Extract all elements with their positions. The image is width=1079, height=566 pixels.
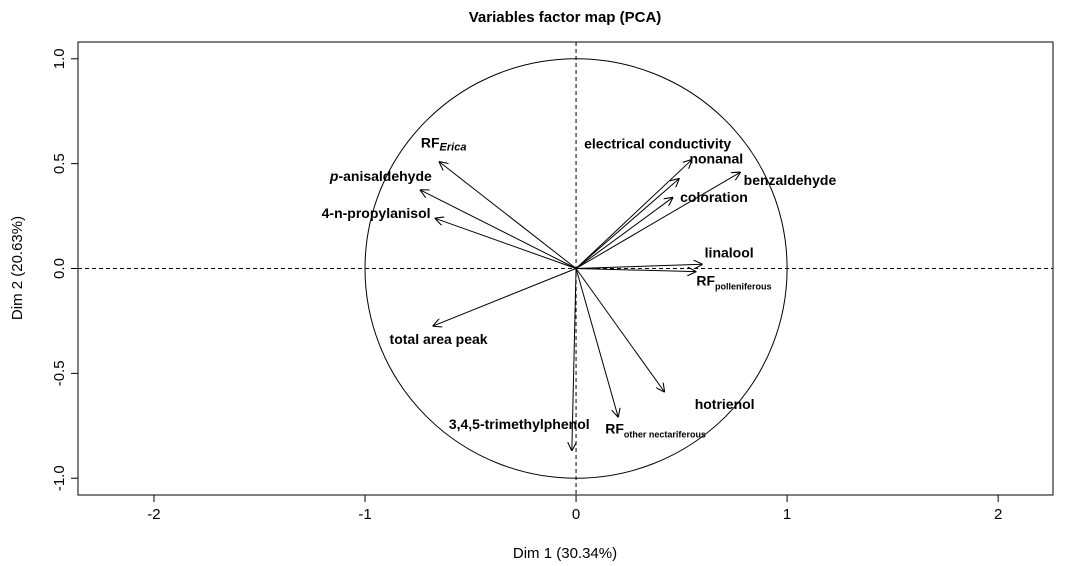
variable-label-text: benzaldehyde [744, 172, 837, 188]
variable-label-italic: p [329, 168, 339, 184]
x-tick-label: -2 [147, 506, 160, 523]
variable-label: RFErica [421, 135, 467, 154]
loading-arrow [435, 218, 577, 269]
y-axis-label: Dim 2 (20.63%) [9, 216, 26, 320]
variable-label-text: RF [605, 420, 624, 436]
variable-label: coloration [680, 189, 748, 205]
loading-arrow [572, 268, 577, 451]
y-tick-label: -1.0 [51, 465, 68, 491]
variable-label: p-anisaldehyde [329, 168, 432, 184]
variable-label: RFpolleniferous [696, 273, 771, 292]
variable-label: electrical conductivity [584, 135, 731, 151]
variable-label: 3,4,5-trimethylphenol [449, 416, 590, 432]
loading-arrow [575, 197, 673, 269]
chart-title: Variables factor map (PCA) [469, 9, 662, 26]
y-tick-label: 0.0 [51, 258, 68, 279]
loading-arrow [575, 178, 679, 269]
y-tick-label: 0.5 [51, 153, 68, 174]
x-tick-label: -1 [358, 506, 371, 523]
loading-arrow [576, 269, 696, 272]
variable-label: RFother nectariferous [605, 420, 706, 439]
variable-label-text: RF [421, 135, 440, 151]
variable-label-text: total area peak [390, 331, 488, 347]
variable-label-text: 3,4,5-trimethylphenol [449, 416, 590, 432]
loading-arrow [575, 172, 741, 269]
loading-arrow [575, 268, 618, 418]
variable-label-subscript: Erica [440, 142, 467, 154]
variable-label-text: nonanal [689, 150, 743, 166]
variable-label: total area peak [390, 331, 488, 347]
variable-label: linalool [705, 244, 754, 260]
variable-label: nonanal [689, 150, 743, 166]
loading-arrow [433, 268, 577, 327]
loading-arrow [575, 268, 665, 393]
variable-label: hotrienol [695, 396, 755, 412]
variable-label: benzaldehyde [744, 172, 837, 188]
variable-label-text: linalool [705, 244, 754, 260]
x-tick-label: 1 [783, 506, 791, 523]
variable-label-text: -anisaldehyde [338, 168, 432, 184]
variable-label-text: 4-n-propylanisol [322, 205, 431, 221]
y-tick-label: 1.0 [51, 48, 68, 69]
x-tick-label: 0 [572, 506, 580, 523]
y-tick-label: -0.5 [51, 360, 68, 386]
x-tick-label: 2 [994, 506, 1002, 523]
x-axis-label: Dim 1 (30.34%) [513, 545, 617, 562]
variable-label-subscript: other nectariferous [624, 429, 706, 439]
variable-label: 4-n-propylanisol [322, 205, 431, 221]
loading-arrow [576, 264, 703, 268]
variable-label-text: electrical conductivity [584, 135, 731, 151]
variable-label-text: hotrienol [695, 396, 755, 412]
loading-arrow [575, 159, 692, 269]
correlation-circle [364, 58, 788, 479]
variable-label-subscript: polleniferous [715, 282, 772, 292]
variable-label-text: RF [696, 273, 715, 289]
loading-arrow [439, 162, 577, 269]
variable-label-text: coloration [680, 189, 748, 205]
loading-arrow [420, 190, 577, 269]
